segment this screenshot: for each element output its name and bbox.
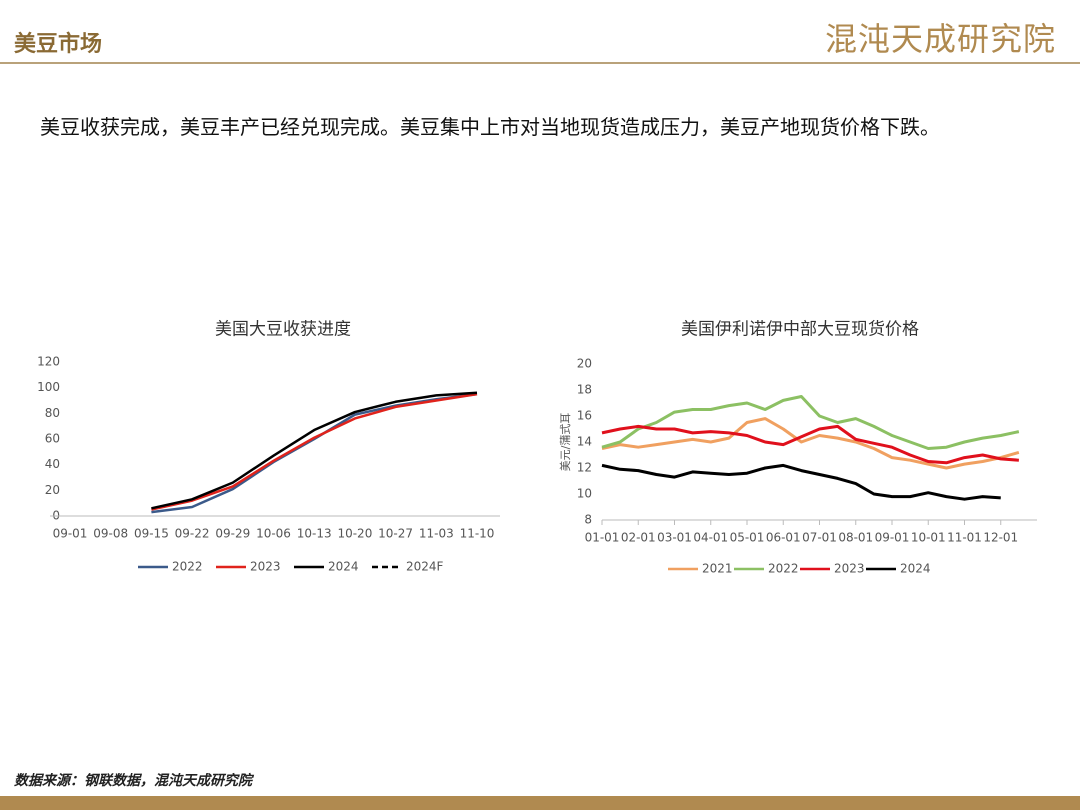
x-tick-label: 11-01 [947, 531, 982, 545]
legend-label: 2023 [250, 560, 281, 574]
series-line [151, 392, 478, 511]
y-axis-label: 美元/蒲式耳 [558, 413, 572, 472]
y-tick-label: 120 [37, 355, 60, 369]
series-line [151, 392, 478, 514]
y-tick-label: 80 [45, 406, 60, 420]
x-tick-label: 11-03 [419, 527, 454, 541]
x-tick-label: 12-01 [983, 531, 1018, 545]
x-tick-label: 07-01 [802, 531, 837, 545]
y-tick-label: 14 [577, 435, 592, 449]
x-tick-label: 10-01 [911, 531, 946, 545]
series-line [601, 395, 1020, 450]
legend-label: 2023 [834, 562, 865, 576]
y-tick-label: 12 [577, 461, 592, 475]
y-tick-label: 20 [45, 483, 60, 497]
series-line [151, 391, 478, 510]
y-tick-label: 8 [584, 513, 592, 527]
legend-label: 2021 [702, 562, 733, 576]
x-tick-label: 10-13 [297, 527, 332, 541]
x-tick-label: 05-01 [730, 531, 765, 545]
header-title: 美豆市场 [14, 31, 103, 57]
y-tick-label: 100 [37, 380, 60, 394]
x-tick-label: 09-29 [215, 527, 250, 541]
x-tick-label: 03-01 [657, 531, 692, 545]
legend-label: 2024 [900, 562, 931, 576]
legend-label: 2024F [406, 560, 444, 574]
legend-label: 2022 [172, 560, 203, 574]
x-tick-label: 08-01 [838, 531, 873, 545]
y-tick-label: 40 [45, 457, 60, 471]
logo: 混沌天成研究院 [824, 20, 1056, 58]
x-tick-label: 09-22 [175, 527, 210, 541]
chart-title: 美国大豆收获进度 [215, 320, 351, 340]
series-line [601, 417, 1020, 470]
x-tick-label: 09-01 [53, 527, 88, 541]
y-tick-label: 10 [577, 487, 592, 501]
body-text: 美豆收获完成，美豆丰产已经兑现完成。美豆集中上市对当地现货造成压力，美豆产地现货… [40, 115, 940, 139]
y-tick-label: 18 [577, 383, 592, 397]
x-tick-label: 04-01 [693, 531, 728, 545]
x-tick-label: 01-01 [585, 531, 620, 545]
x-tick-label: 02-01 [621, 531, 656, 545]
legend-label: 2024 [328, 560, 359, 574]
chart-title: 美国伊利诺伊中部大豆现货价格 [681, 320, 919, 340]
x-tick-label: 09-15 [134, 527, 169, 541]
x-tick-label: 06-01 [766, 531, 801, 545]
source: 数据来源：钢联数据，混沌天成研究院 [14, 773, 252, 789]
series-line [601, 424, 1019, 465]
legend-label: 2022 [768, 562, 799, 576]
footer-bar [0, 796, 1080, 810]
header: 美豆市场 混沌天成研究院 [0, 0, 1080, 64]
x-tick-label: 10-20 [337, 527, 372, 541]
y-tick-label: 16 [577, 409, 592, 423]
x-tick-label: 09-01 [875, 531, 910, 545]
x-tick-label: 11-10 [460, 527, 495, 541]
x-tick-label: 09-08 [93, 527, 128, 541]
x-tick-label: 10-27 [378, 527, 413, 541]
y-tick-label: 20 [577, 357, 592, 371]
y-tick-label: 60 [45, 432, 60, 446]
x-tick-label: 10-06 [256, 527, 291, 541]
series-line [601, 463, 1001, 501]
